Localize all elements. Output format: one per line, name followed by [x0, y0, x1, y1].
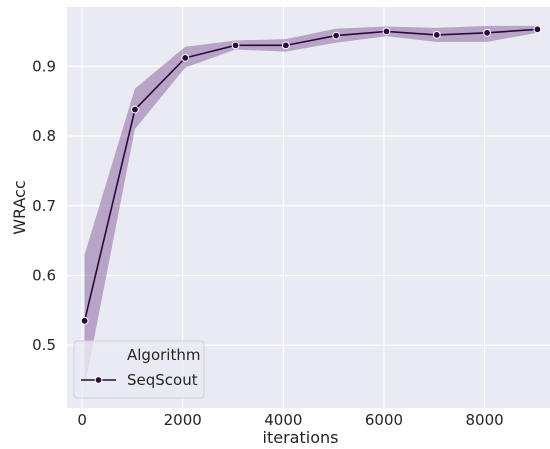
data-point [281, 41, 290, 50]
y-tick-labels: 0.5 0.6 0.7 0.8 0.9 [32, 57, 56, 354]
y-tick-label: 0.6 [32, 266, 56, 284]
x-tick-label: 4000 [264, 411, 302, 429]
series-markers [80, 25, 542, 325]
legend-box [73, 340, 205, 399]
data-point [483, 28, 492, 37]
y-tick-label: 0.8 [32, 127, 56, 145]
data-point [80, 316, 89, 325]
legend-entry-label: SeqScout [127, 371, 198, 389]
legend-marker-swatch [94, 376, 103, 384]
y-tick-label: 0.5 [32, 336, 56, 354]
x-tick-label: 0 [77, 411, 87, 429]
series-line [83, 28, 538, 322]
series-lines [83, 28, 538, 322]
data-point [332, 31, 341, 40]
x-axis-label: iterations [263, 428, 339, 447]
data-point [231, 41, 240, 50]
data-point [131, 105, 139, 114]
y-tick-label: 0.7 [32, 197, 56, 215]
legend-entries: SeqScout [81, 371, 198, 389]
x-tick-label: 8000 [466, 411, 504, 429]
y-axis-label: WRAcc [10, 180, 29, 235]
x-tick-label: 2000 [164, 411, 202, 429]
legend-title: Algorithm [127, 346, 200, 364]
data-point [533, 25, 542, 34]
data-point [181, 54, 190, 62]
data-point [382, 27, 391, 36]
legend: Algorithm SeqScout [73, 340, 205, 399]
y-tick-label: 0.9 [32, 57, 56, 75]
x-tick-labels: 0 2000 4000 6000 8000 [77, 411, 503, 429]
grid-lines [67, 7, 550, 408]
data-point [432, 30, 441, 39]
x-tick-label: 6000 [365, 411, 403, 429]
